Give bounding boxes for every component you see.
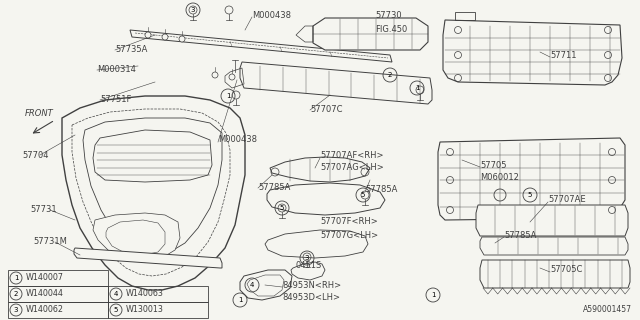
Polygon shape xyxy=(270,157,370,182)
Polygon shape xyxy=(480,260,630,288)
Text: 57707G<LH>: 57707G<LH> xyxy=(320,230,378,239)
Text: 57785A: 57785A xyxy=(365,186,397,195)
Text: 3: 3 xyxy=(13,307,19,313)
Polygon shape xyxy=(93,130,212,182)
Text: 2: 2 xyxy=(14,291,18,297)
Polygon shape xyxy=(313,18,428,50)
Text: 5: 5 xyxy=(361,192,365,198)
Text: W140063: W140063 xyxy=(126,290,164,299)
Text: 57730: 57730 xyxy=(375,11,402,20)
Text: 57751F: 57751F xyxy=(100,95,131,105)
Text: 1: 1 xyxy=(13,275,19,281)
Polygon shape xyxy=(240,270,292,300)
Polygon shape xyxy=(74,248,222,268)
Text: 57705C: 57705C xyxy=(550,266,582,275)
Text: M000314: M000314 xyxy=(97,66,136,75)
Text: M000438: M000438 xyxy=(252,11,291,20)
Text: 3: 3 xyxy=(191,7,195,13)
Circle shape xyxy=(145,32,151,38)
Text: 57731: 57731 xyxy=(30,205,56,214)
Text: 5: 5 xyxy=(280,205,284,211)
Text: 57785A: 57785A xyxy=(504,230,536,239)
Polygon shape xyxy=(240,62,432,104)
Text: 57707AF<RH>: 57707AF<RH> xyxy=(320,150,383,159)
Polygon shape xyxy=(93,213,180,262)
Text: 57785A: 57785A xyxy=(258,182,291,191)
Text: 57704: 57704 xyxy=(22,150,49,159)
Polygon shape xyxy=(476,205,628,236)
Text: 1: 1 xyxy=(237,297,243,303)
Text: W140062: W140062 xyxy=(26,306,64,315)
Text: 84953N<RH>: 84953N<RH> xyxy=(282,281,341,290)
Text: 57707F<RH>: 57707F<RH> xyxy=(320,218,378,227)
Bar xyxy=(108,302,208,318)
Text: 57735A: 57735A xyxy=(115,45,147,54)
Text: W140044: W140044 xyxy=(26,290,64,299)
Circle shape xyxy=(212,72,218,78)
Text: FRONT: FRONT xyxy=(25,109,54,118)
Polygon shape xyxy=(480,237,628,255)
Text: A590001457: A590001457 xyxy=(583,305,632,314)
Polygon shape xyxy=(83,118,222,255)
Text: 2: 2 xyxy=(388,72,392,78)
Text: 57711: 57711 xyxy=(550,51,577,60)
Text: 57705: 57705 xyxy=(480,161,506,170)
Bar xyxy=(8,286,108,302)
Text: 0451S: 0451S xyxy=(295,260,321,269)
Text: 5: 5 xyxy=(114,307,118,313)
Text: 5: 5 xyxy=(528,192,532,198)
Text: M000438: M000438 xyxy=(218,135,257,145)
Text: W130013: W130013 xyxy=(126,306,164,315)
Polygon shape xyxy=(443,20,622,85)
Text: 1: 1 xyxy=(431,292,435,298)
Bar xyxy=(8,270,108,286)
Text: 57707AE: 57707AE xyxy=(548,196,586,204)
Text: W140007: W140007 xyxy=(26,274,64,283)
Bar xyxy=(108,286,208,302)
Circle shape xyxy=(162,34,168,40)
Text: 84953D<LH>: 84953D<LH> xyxy=(282,292,340,301)
Polygon shape xyxy=(438,138,625,220)
Circle shape xyxy=(179,36,185,42)
Text: 1: 1 xyxy=(226,93,230,99)
Bar xyxy=(8,302,108,318)
Polygon shape xyxy=(130,30,392,62)
Polygon shape xyxy=(265,230,368,258)
Text: M060012: M060012 xyxy=(480,173,519,182)
Polygon shape xyxy=(62,96,245,290)
Text: FIG.450: FIG.450 xyxy=(375,26,407,35)
Text: 57707AG<LH>: 57707AG<LH> xyxy=(320,164,384,172)
Text: 4: 4 xyxy=(250,282,254,288)
Text: 57731M: 57731M xyxy=(33,237,67,246)
Circle shape xyxy=(229,74,235,80)
Text: 3: 3 xyxy=(305,255,309,261)
Text: 4: 4 xyxy=(114,291,118,297)
Text: 57707C: 57707C xyxy=(310,106,342,115)
Text: 1: 1 xyxy=(415,85,419,91)
